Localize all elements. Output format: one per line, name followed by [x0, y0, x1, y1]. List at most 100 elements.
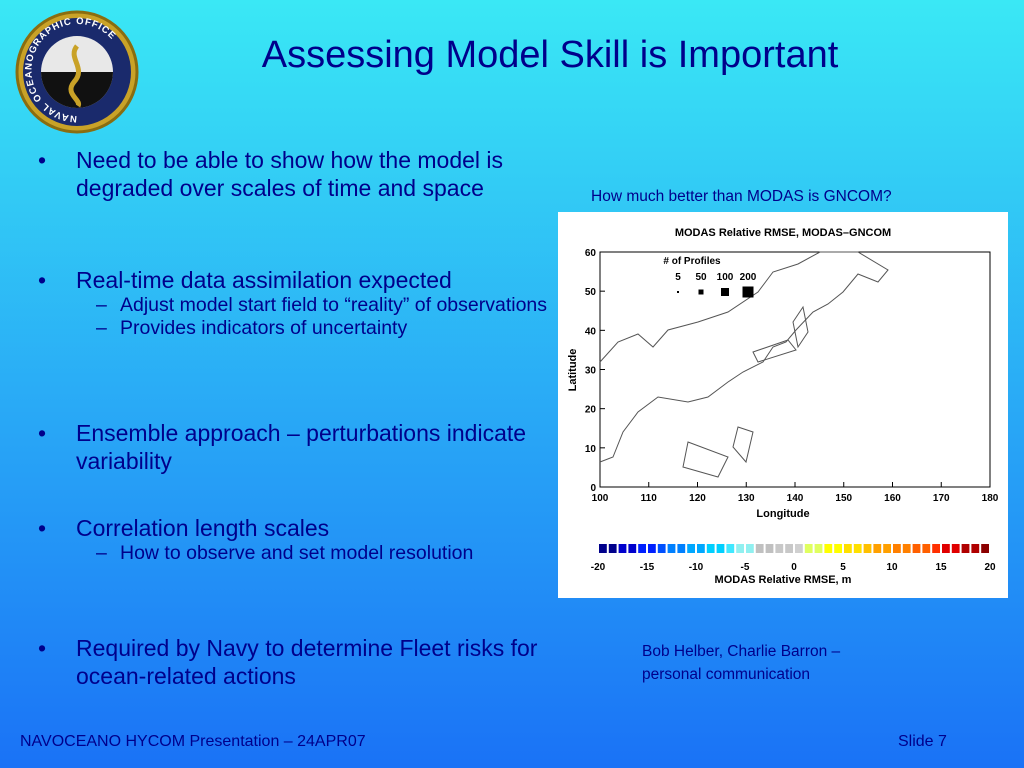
legend-square	[721, 288, 729, 296]
colorbar-swatch	[697, 544, 705, 553]
bullet-text: Real-time data assimilation expected	[38, 266, 558, 294]
colorbar-swatch	[853, 544, 862, 553]
colorbar-swatch	[608, 544, 617, 553]
credit: Bob Helber, Charlie Barron – personal com…	[642, 640, 840, 686]
y-tick-label: 20	[585, 405, 597, 416]
x-tick-label: 140	[787, 493, 804, 504]
y-tick-label: 30	[585, 366, 597, 377]
colorbar-swatch	[755, 544, 764, 553]
legend-square	[698, 289, 704, 295]
footer-right: Slide 7	[898, 733, 947, 750]
colorbar-tick-label: 15	[935, 562, 947, 573]
colorbar: -20 -15 -10 -5 0 5 10 15 20	[591, 544, 996, 573]
x-axis-label: Longitude	[756, 508, 809, 520]
colorbar-swatch	[814, 544, 823, 553]
colorbar-swatch	[961, 544, 970, 553]
figure: MODAS Relative RMSE, MODAS–GNCOM # of Pr…	[558, 212, 1008, 598]
colorbar-swatch	[726, 544, 735, 553]
x-tick-label: 150	[835, 493, 852, 504]
bullet: Ensemble approach – perturbations indica…	[38, 419, 558, 475]
colorbar-swatch	[863, 544, 872, 553]
colorbar-swatch	[902, 544, 911, 553]
colorbar-swatch	[971, 544, 980, 553]
legend-label: 100	[717, 272, 734, 283]
colorbar-tick-label: -10	[689, 562, 704, 573]
legend-title: # of Profiles	[663, 256, 721, 267]
x-tick-label: 120	[689, 493, 706, 504]
colorbar-swatch	[795, 544, 803, 553]
colorbar-swatch	[922, 544, 931, 553]
colorbar-swatch	[775, 544, 784, 553]
bullet: Correlation length scalesHow to observe …	[38, 514, 558, 565]
colorbar-tick-label: 0	[791, 562, 797, 573]
y-tick-label: 0	[590, 483, 596, 494]
colorbar-swatch	[638, 544, 646, 553]
y-tick-label: 60	[585, 248, 597, 259]
colorbar-swatch	[618, 544, 627, 553]
x-tick-label: 170	[933, 493, 950, 504]
sub-bullet: Provides indicators of uncertainty	[38, 317, 558, 340]
colorbar-swatch	[687, 544, 695, 553]
figure-caption: How much better than MODAS is GNCOM?	[591, 188, 892, 205]
legend-label: 5	[675, 272, 681, 283]
legend-square	[677, 291, 679, 293]
colorbar-tick-label: -15	[640, 562, 655, 573]
legend-square	[742, 286, 754, 298]
colorbar-swatch	[951, 544, 960, 553]
colorbar-swatch	[628, 544, 637, 553]
colorbar-swatch	[667, 544, 676, 553]
colorbar-label: MODAS Relative RMSE, m	[715, 574, 852, 586]
colorbar-swatch	[883, 544, 891, 553]
footer-left: NAVOCEANO HYCOM Presentation – 24APR07	[20, 733, 366, 750]
x-tick-label: 100	[592, 493, 609, 504]
colorbar-swatch	[824, 544, 833, 553]
y-tick-label: 10	[585, 444, 597, 455]
x-tick-label: 110	[641, 493, 658, 504]
colorbar-swatch	[932, 544, 940, 553]
colorbar-swatch	[981, 544, 989, 553]
colorbar-swatch	[716, 544, 725, 553]
colorbar-swatch	[736, 544, 744, 553]
sub-bullet: Adjust model start field to “reality” of…	[38, 294, 558, 317]
colorbar-swatch	[599, 544, 607, 553]
colorbar-tick-label: -20	[591, 562, 606, 573]
bullet-text: Required by Navy to determine Fleet risk…	[38, 634, 558, 690]
colorbar-swatch	[706, 544, 715, 553]
credit-line: personal communication	[642, 666, 811, 683]
x-tick-label: 160	[884, 493, 901, 504]
colorbar-tick-label: 10	[886, 562, 898, 573]
colorbar-tick-label: 5	[840, 562, 846, 573]
sub-bullet: How to observe and set model resolution	[38, 542, 558, 565]
colorbar-swatch	[657, 544, 666, 553]
bullet: Need to be able to show how the model is…	[38, 146, 558, 202]
bullet-text: Correlation length scales	[38, 514, 558, 542]
colorbar-swatch	[844, 544, 852, 553]
colorbar-swatch	[677, 544, 686, 553]
colorbar-swatch	[912, 544, 921, 553]
credit-line: Bob Helber, Charlie Barron –	[642, 643, 841, 660]
colorbar-swatch	[873, 544, 882, 553]
colorbar-swatch	[746, 544, 754, 553]
colorbar-swatch	[785, 544, 793, 553]
colorbar-swatch	[804, 544, 813, 553]
y-axis-label: Latitude	[567, 349, 579, 392]
bullet: Real-time data assimilation expectedAdju…	[38, 266, 558, 340]
bullet: Required by Navy to determine Fleet risk…	[38, 634, 558, 690]
x-tick-label: 130	[738, 493, 755, 504]
bullet-text: Need to be able to show how the model is…	[38, 146, 558, 202]
legend-label: 50	[695, 272, 707, 283]
legend-label: 200	[740, 272, 757, 283]
colorbar-swatch	[893, 544, 901, 553]
y-tick-label: 40	[585, 326, 597, 337]
y-tick-label: 50	[585, 287, 597, 298]
colorbar-swatch	[834, 544, 842, 553]
colorbar-swatch	[765, 544, 774, 553]
slide-title: Assessing Model Skill is Important	[261, 34, 839, 76]
colorbar-tick-label: 20	[984, 562, 996, 573]
legend: 5 50 100 200	[675, 272, 757, 298]
bullet-text: Ensemble approach – perturbations indica…	[38, 419, 558, 475]
logo: NAVAL OCEANOGRAPHIC OFFICE	[15, 10, 139, 134]
x-tick-label: 180	[982, 493, 999, 504]
colorbar-tick-label: -5	[741, 562, 750, 573]
